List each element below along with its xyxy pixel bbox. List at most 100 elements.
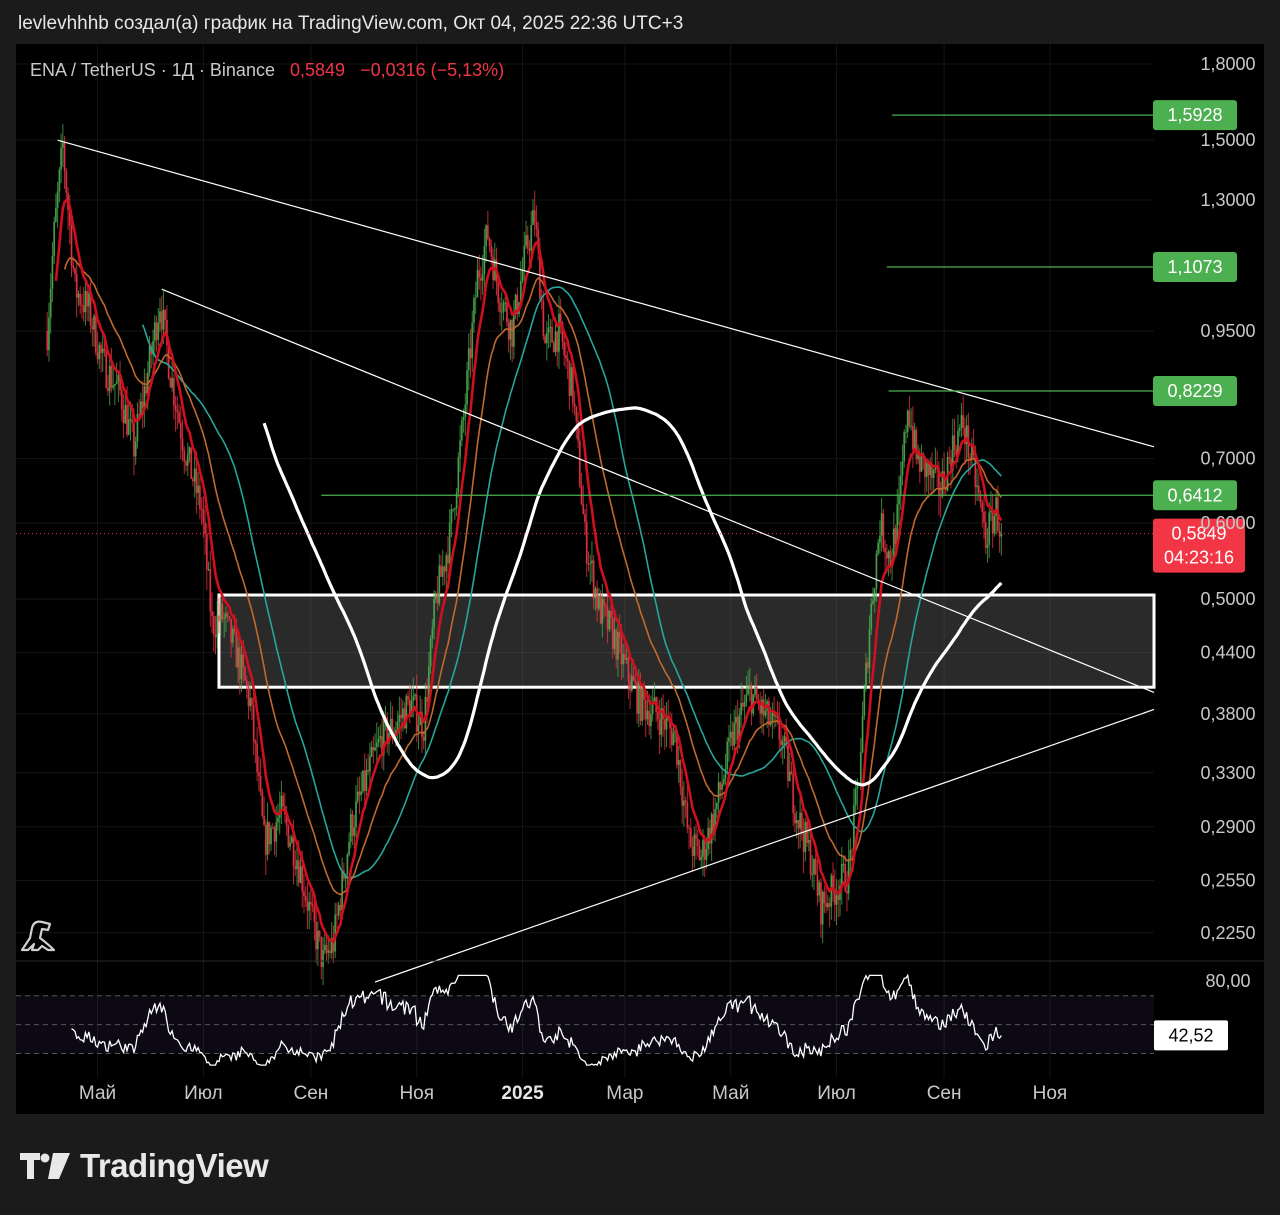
candle-body [828, 903, 831, 907]
candle-body [336, 914, 338, 916]
candle-body [887, 551, 890, 559]
candle-body [868, 629, 871, 668]
candle-body [332, 937, 335, 952]
candle-body [617, 632, 619, 660]
candle-body [511, 319, 514, 347]
trend-line[interactable] [161, 288, 1155, 693]
candle-body [145, 386, 148, 394]
candle-body [859, 752, 862, 784]
candle-body [181, 438, 184, 451]
candle-body [833, 888, 836, 905]
candle-body [958, 428, 961, 431]
candle-body [840, 864, 843, 886]
candle-body [826, 903, 829, 908]
brand-name: TradingView [80, 1147, 269, 1184]
trend-line[interactable] [57, 139, 1155, 448]
candle-body [148, 345, 151, 373]
candle-body [152, 341, 154, 355]
price-change: −0,0316 (−5,13%) [360, 60, 505, 80]
candle-body [282, 795, 285, 807]
candle-body [905, 431, 907, 433]
candle-body [682, 800, 685, 806]
candle-body [82, 305, 85, 313]
candle-body [211, 611, 213, 617]
candle-body [587, 563, 590, 565]
time-tick-label: Июл [817, 1083, 856, 1104]
candle-body [103, 348, 106, 351]
candle-body [377, 738, 380, 743]
candle-body [563, 341, 566, 356]
candle-body [750, 685, 753, 714]
candle-body [448, 522, 451, 564]
time-tick-label: 2025 [501, 1083, 544, 1104]
candle-body [49, 288, 52, 318]
candle-body [473, 298, 475, 323]
candle-body [797, 820, 800, 829]
candle-body [285, 813, 288, 826]
candle-body [240, 654, 243, 680]
candle-body [882, 513, 885, 548]
ema-fast-line [54, 198, 1003, 944]
candle-body [256, 743, 259, 773]
candle-body [244, 667, 246, 681]
candle-body [381, 736, 383, 755]
candle-body [700, 856, 703, 861]
candle-body [401, 708, 404, 719]
candle-body [507, 322, 510, 340]
candle-body [573, 403, 576, 407]
candle-body [603, 598, 605, 606]
candle-body [372, 747, 375, 751]
candle-body [172, 377, 175, 406]
chart-canvas[interactable]: 1,5928 1,1073 0,8229 0,6412 0,5849 04:23:16 1… [16, 44, 1264, 1114]
time-tick-label: Май [79, 1083, 116, 1104]
candle-body [929, 463, 932, 476]
candle-body [533, 210, 536, 223]
candle-body [745, 694, 748, 703]
candle-body [188, 447, 191, 454]
candle-body [830, 875, 833, 907]
candle-body [379, 736, 382, 739]
candle-body [235, 631, 238, 668]
candle-body [412, 696, 415, 702]
candle-body [386, 717, 389, 744]
candle-body [296, 860, 298, 870]
candle-body [884, 547, 887, 553]
candle-body [712, 814, 715, 832]
candle-body [349, 814, 352, 842]
last-price: 0,5849 [289, 60, 346, 80]
candle-body [134, 441, 137, 457]
candle-body [370, 747, 373, 757]
candle-body [485, 225, 488, 247]
symbol-pair[interactable]: ENA / TetherUS · 1Д · Binance [30, 60, 275, 80]
candle-body [113, 384, 116, 386]
candle-body [101, 348, 104, 353]
candle-body [773, 710, 775, 717]
candle-body [925, 463, 928, 478]
candle-body [306, 900, 309, 911]
price-tag [1153, 376, 1237, 407]
trend-line[interactable] [374, 708, 1155, 983]
price-tick-label: 0,5000 [1200, 589, 1255, 609]
candle-body [976, 485, 978, 488]
candle-body [105, 350, 108, 388]
price-tick-label: 0,4400 [1200, 643, 1255, 663]
candle-body [117, 374, 120, 382]
candle-body [464, 404, 467, 418]
candle-body [646, 710, 649, 720]
chart-frame[interactable]: 1,5928 1,1073 0,8229 0,6412 0,5849 04:23:16 1… [16, 44, 1264, 1114]
candle-body [554, 331, 557, 353]
candle-body [571, 367, 574, 404]
candle-body [79, 293, 82, 306]
candle-body [653, 697, 656, 703]
candle-body [61, 142, 64, 148]
candle-body [481, 274, 484, 281]
support-zone-box[interactable] [217, 593, 1156, 689]
candle-body [427, 666, 430, 703]
candle-body [778, 718, 781, 740]
candle-body [322, 950, 324, 967]
dino-icon-path [20, 920, 56, 952]
candle-body [212, 616, 215, 635]
candle-body [488, 238, 491, 247]
candle-body [289, 842, 291, 847]
candle-body [908, 410, 911, 426]
